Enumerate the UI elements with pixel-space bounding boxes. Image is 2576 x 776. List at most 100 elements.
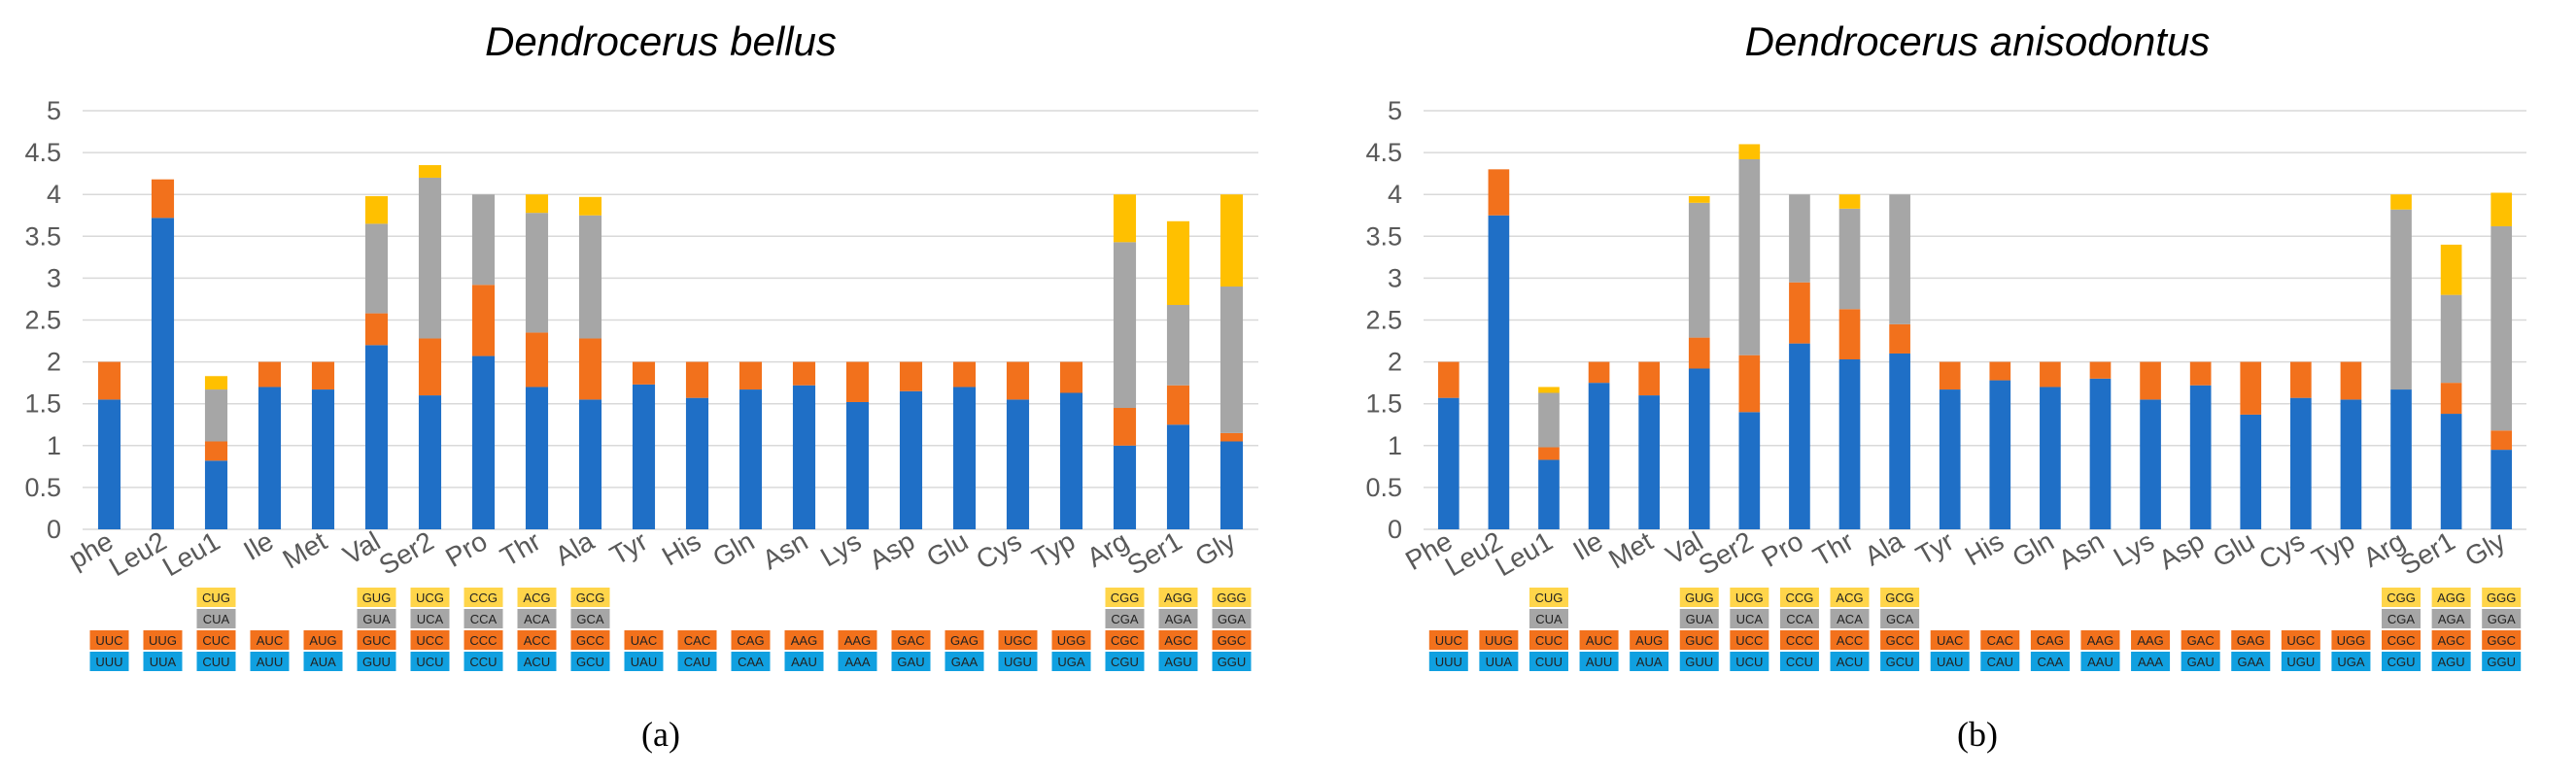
x-tick-label: Met [1603, 525, 1658, 574]
x-tick-label: Leu1 [157, 525, 224, 582]
codon-box [250, 652, 290, 671]
bar-asp-s1 [2189, 385, 2212, 529]
bar-lys-s1 [845, 401, 870, 529]
codon-box [357, 630, 396, 650]
codon-box [1679, 588, 1719, 607]
y-tick-label: 4 [1388, 180, 1402, 209]
y-tick-label: 1.5 [1365, 389, 1402, 419]
codon-box [1880, 630, 1920, 650]
bar-ser2-s2 [1738, 354, 1761, 413]
codon-box [677, 630, 717, 650]
codon-box [464, 609, 503, 628]
codon-box [89, 630, 129, 650]
codon-label: GCA [576, 612, 604, 626]
bar-thr-s3 [1838, 208, 1861, 310]
bar-leu1-s1 [1538, 459, 1560, 529]
bar-typ-s2 [2340, 361, 2362, 400]
bar-leu1-s1 [204, 460, 228, 529]
bar-ser1-s2 [2440, 383, 2462, 415]
codon-box [1980, 652, 2020, 671]
bar-lys-s2 [2140, 361, 2161, 400]
codon-box [2482, 588, 2522, 607]
x-tick-label: Gly [2459, 525, 2510, 572]
bar-gln-s2 [2040, 361, 2061, 388]
codon-box [1579, 652, 1619, 671]
bar-ser2-s1 [1738, 412, 1761, 529]
bar-tyr-s2 [632, 361, 656, 385]
codon-label: UCA [417, 612, 444, 626]
codon-box [1830, 652, 1870, 671]
codon-label: GAG [2237, 633, 2265, 648]
codon-box [1105, 588, 1145, 607]
codon-box [464, 652, 503, 671]
codon-box [570, 630, 610, 650]
bar-arg-s4 [1113, 194, 1137, 243]
bar-arg-s2 [1113, 408, 1137, 446]
codon-label: UCU [416, 655, 443, 669]
codon-label: CUA [203, 612, 230, 626]
x-tick-label: Lys [815, 525, 866, 572]
codon-box [410, 588, 450, 607]
codon-label: CAG [737, 633, 764, 648]
codon-label: AUU [257, 655, 283, 669]
codon-box [570, 609, 610, 628]
codon-label: UCU [1735, 655, 1763, 669]
bar-arg-s1 [2390, 389, 2412, 529]
codon-box [1779, 588, 1819, 607]
codon-label: GCU [576, 655, 604, 669]
codon-box [2181, 652, 2220, 671]
bar-arg-s3 [1113, 242, 1137, 409]
y-tick-label: 4.5 [24, 138, 61, 167]
x-tick-label: Ser1 [1122, 525, 1187, 580]
bar-asp-s2 [2189, 361, 2212, 386]
codon-box [2331, 652, 2371, 671]
codon-box [998, 630, 1038, 650]
y-tick-label: 0 [47, 515, 61, 544]
codon-label: UCG [1735, 590, 1764, 605]
bar-thr-s4 [525, 194, 549, 214]
bar-ser2-s1 [418, 395, 442, 529]
x-tick-label: Arg [1082, 525, 1133, 573]
bar-ala-s1 [578, 399, 602, 529]
bar-cys-s2 [2290, 361, 2312, 398]
codon-label: GGC [1218, 633, 1247, 648]
codon-label: GCU [1886, 655, 1914, 669]
bar-gly-s1 [1219, 441, 1244, 529]
bar-gly-s3 [1219, 287, 1244, 433]
codon-label: AAA [844, 655, 870, 669]
codon-label: UGG [2337, 633, 2366, 648]
bar-gly-s3 [2490, 225, 2513, 431]
codon-box [250, 630, 290, 650]
bar-leu1-s4 [1538, 387, 1560, 393]
codon-box [1428, 630, 1468, 650]
codon-box [2131, 652, 2171, 671]
codon-box [196, 588, 236, 607]
codon-box [2431, 588, 2471, 607]
codon-label: GAC [2187, 633, 2215, 648]
y-tick-label: 3.5 [24, 221, 61, 251]
bar-phe-s2 [97, 361, 121, 400]
panel-a: Dendrocerus bellus00.511.522.533.544.55p… [24, 18, 1258, 754]
codon-label: AGA [1165, 612, 1192, 626]
codon-box [1579, 630, 1619, 650]
codon-label: CGU [2387, 655, 2416, 669]
bar-val-s4 [364, 195, 389, 224]
codon-label: CGG [2387, 590, 2416, 605]
codon-label: AAU [2087, 655, 2113, 669]
codon-box [464, 588, 503, 607]
codon-label: CCG [469, 590, 498, 605]
codon-box [357, 652, 396, 671]
bar-leu2-s1 [1488, 215, 1510, 529]
x-tick-label: Ile [238, 525, 278, 566]
codon-label: GUA [362, 612, 391, 626]
bar-typ-s2 [1059, 361, 1083, 393]
codon-label: CUA [1535, 612, 1563, 626]
codon-box [1779, 609, 1819, 628]
y-tick-label: 3 [47, 263, 61, 292]
codon-box [784, 630, 824, 650]
bar-ile-s2 [1588, 361, 1610, 384]
codon-box [1051, 652, 1091, 671]
bar-cys-s2 [1006, 361, 1030, 400]
codon-label: AUC [1586, 633, 1612, 648]
codon-label: UGC [2286, 633, 2315, 648]
